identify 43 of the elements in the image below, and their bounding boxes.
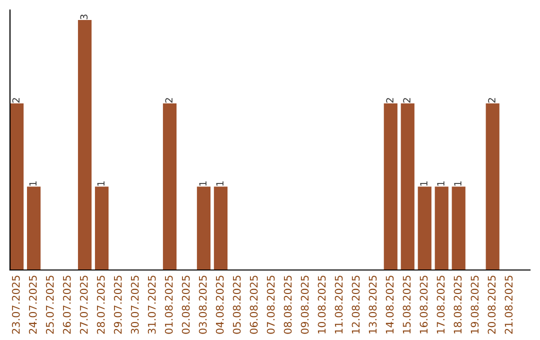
x-tick-label: 24.07.2025 [28, 276, 37, 334]
x-tick-label: 23.07.2025 [12, 276, 20, 334]
x-tick-label: 13.08.2025 [368, 276, 377, 334]
x-tick-label: 26.07.2025 [62, 276, 71, 334]
x-tick-label: 16.08.2025 [420, 276, 428, 334]
x-tick-label: 07.08.2025 [266, 276, 275, 334]
x-tick-label: 31.07.2025 [148, 276, 156, 334]
data-label: 3 [80, 14, 88, 20]
x-tick-label: 03.08.2025 [198, 276, 207, 334]
data-label: 2 [488, 98, 496, 103]
x-tick-label: 20.08.2025 [488, 276, 496, 334]
data-label: 1 [454, 181, 462, 186]
data-label: 1 [29, 181, 36, 186]
x-tick-label: 02.08.2025 [182, 276, 190, 334]
x-tick-label: 15.08.2025 [402, 276, 411, 334]
x-tick-label: 08.08.2025 [284, 276, 292, 334]
data-label: 2 [12, 98, 20, 103]
x-tick-label: 09.08.2025 [300, 276, 309, 334]
data-label: 2 [403, 98, 410, 103]
x-tick-label: 11.08.2025 [334, 276, 343, 334]
x-tick-label: 18.08.2025 [454, 276, 462, 334]
data-label: 2 [165, 98, 172, 103]
x-tick-label: 04.08.2025 [216, 276, 224, 334]
data-label: 1 [97, 181, 104, 186]
x-tick-label: 10.08.2025 [318, 276, 326, 334]
x-tick-label: 12.08.2025 [352, 276, 360, 334]
data-label: 1 [199, 181, 206, 186]
data-label: 1 [437, 181, 444, 186]
x-tick-label: 28.07.2025 [96, 276, 105, 334]
x-tick-label: 29.07.2025 [114, 276, 122, 334]
data-label: 1 [216, 181, 224, 186]
x-tick-label: 27.07.2025 [80, 276, 88, 334]
x-tick-label: 19.08.2025 [470, 276, 479, 334]
x-tick-label: 06.08.2025 [250, 276, 258, 334]
x-tick-label: 25.07.2025 [46, 276, 54, 334]
x-tick-label: 14.08.2025 [386, 276, 394, 334]
data-label: 2 [386, 98, 394, 103]
x-tick-label: 01.08.2025 [164, 276, 173, 334]
x-tick-label: 30.07.2025 [130, 276, 139, 334]
x-tick-label: 21.08.2025 [504, 276, 513, 334]
data-label: 1 [420, 181, 428, 186]
x-tick-label: 05.08.2025 [232, 276, 241, 334]
x-tick-label: 17.08.2025 [436, 276, 445, 334]
